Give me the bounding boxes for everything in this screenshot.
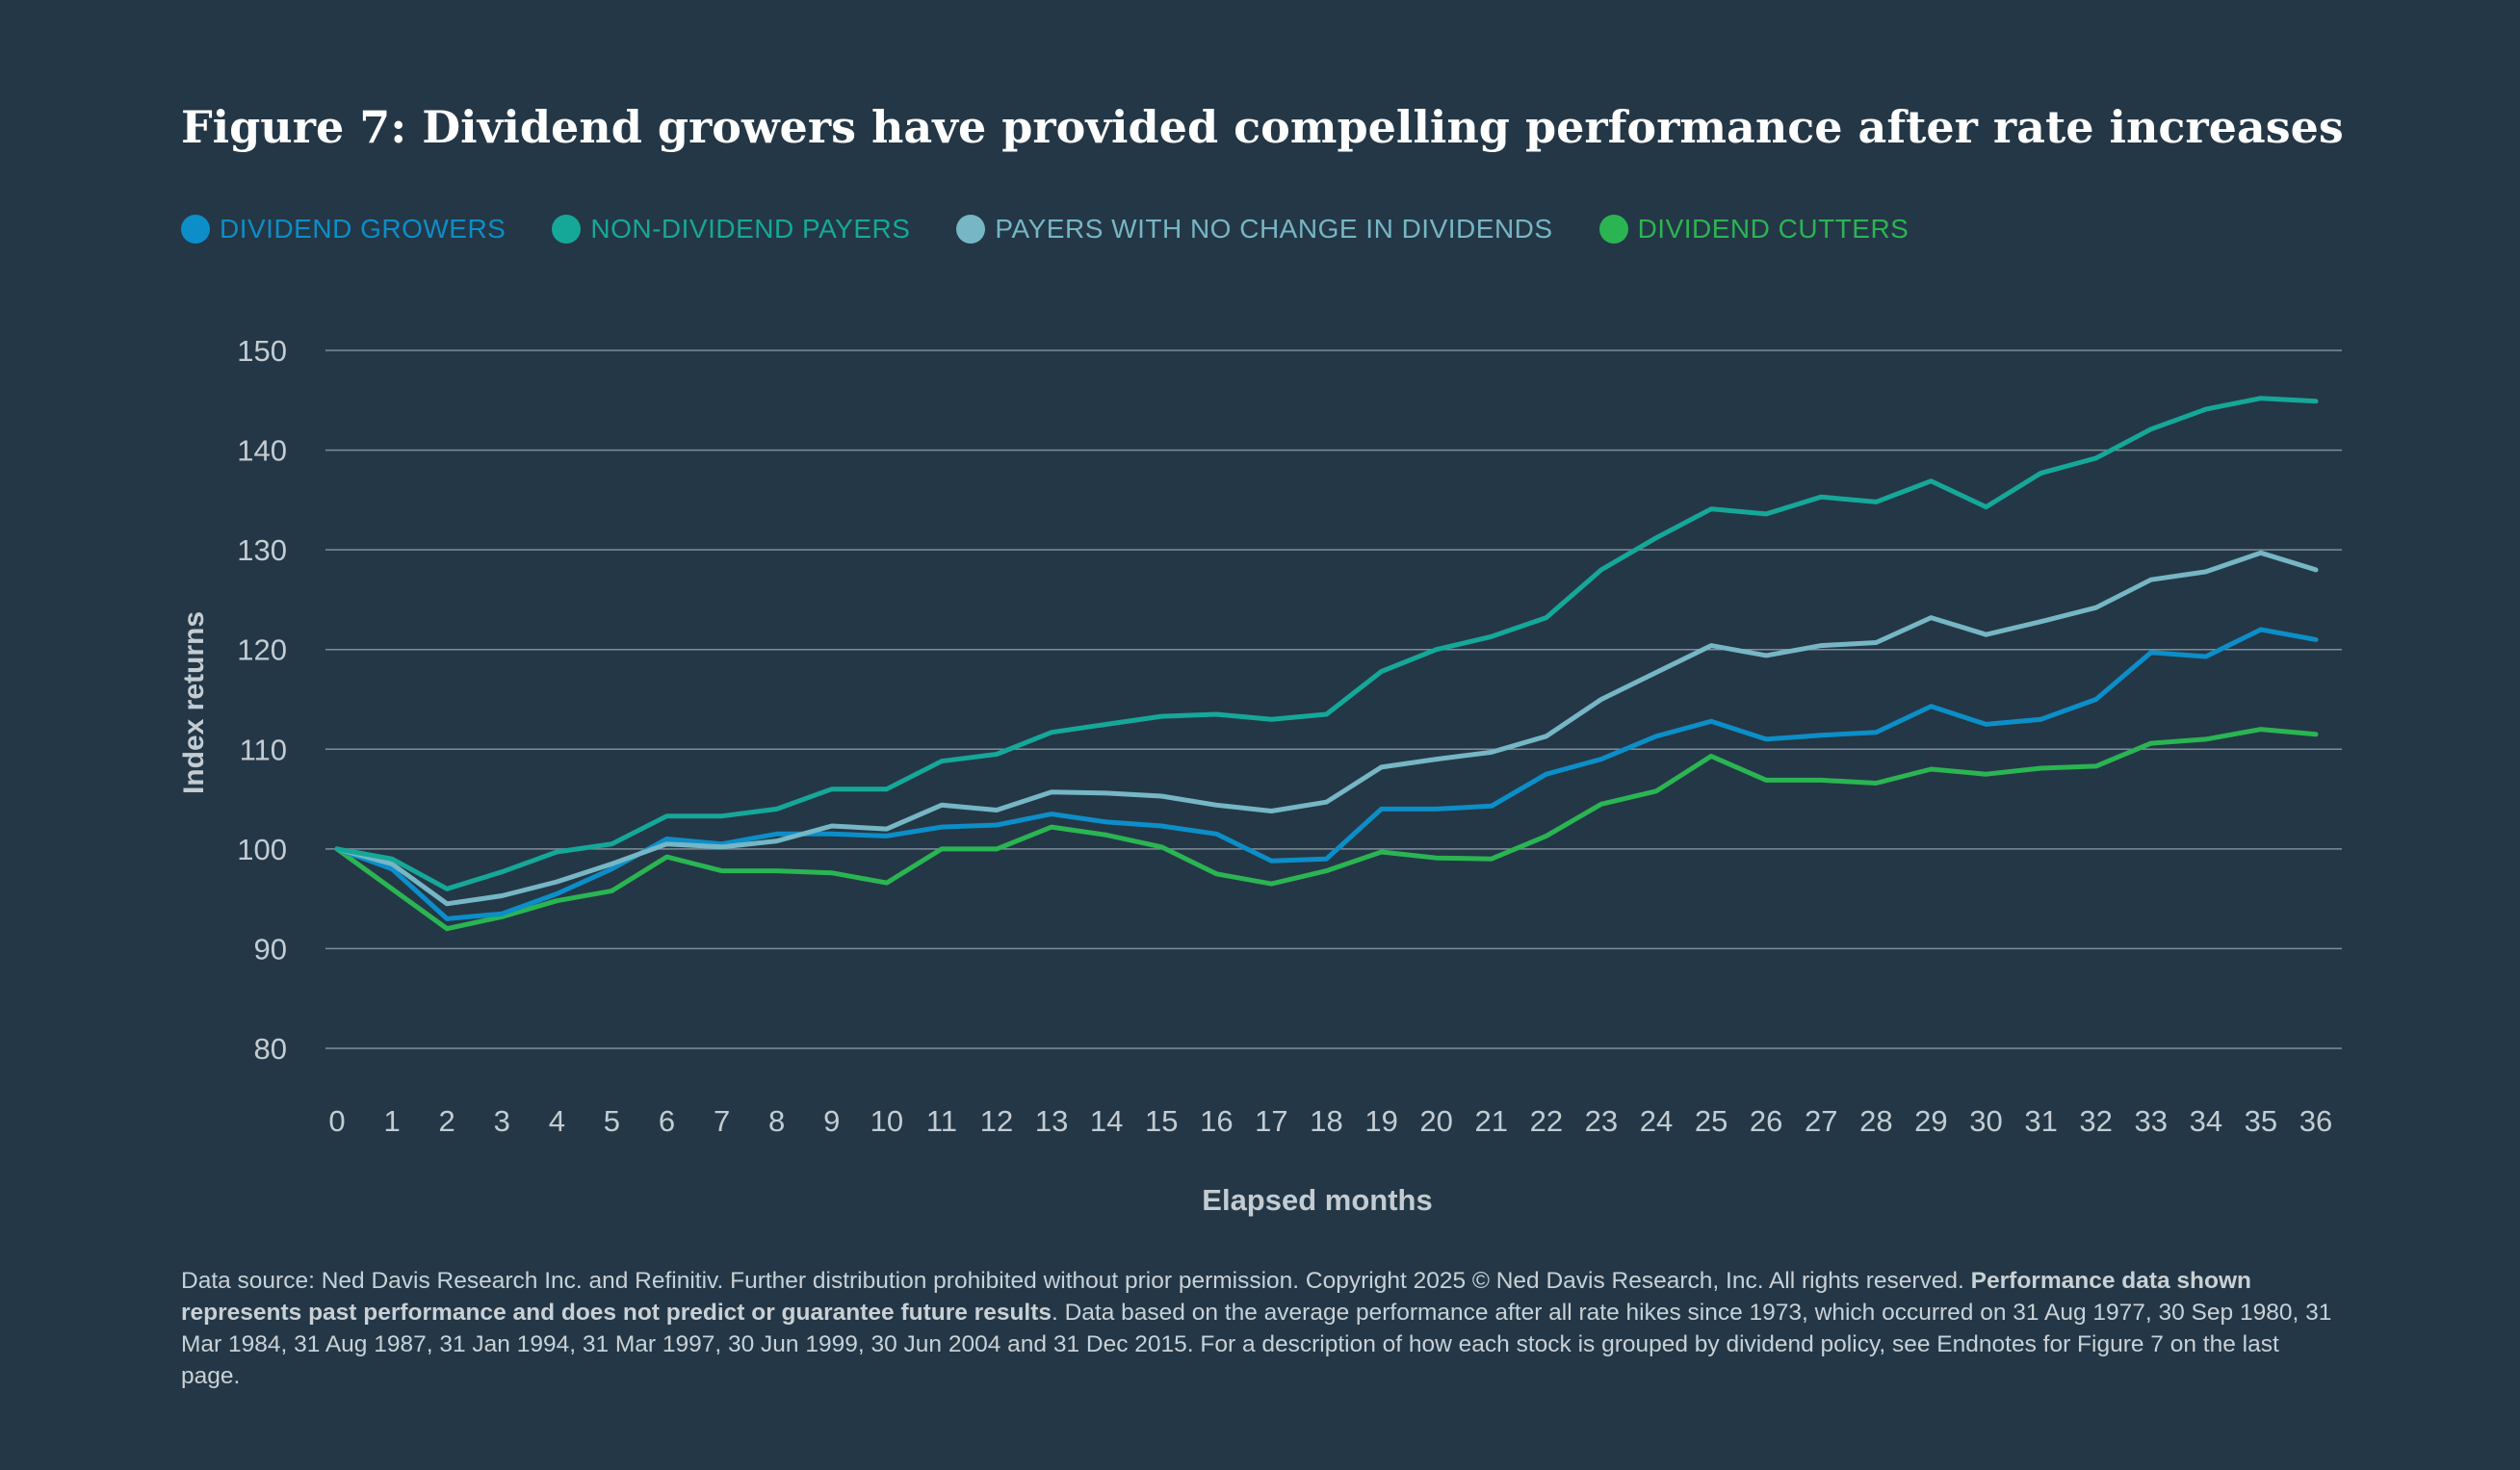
x-tick-label: 7 [714, 1104, 730, 1138]
x-tick-label: 26 [1750, 1104, 1782, 1138]
x-tick-label: 11 [926, 1104, 957, 1138]
y-tick-label: 150 [237, 334, 287, 368]
y-axis-ticks: 80 90 100 110 120 130 140 150 [237, 334, 287, 1066]
x-tick-label: 25 [1695, 1104, 1728, 1138]
x-tick-label: 16 [1200, 1104, 1233, 1138]
legend-label: DIVIDEND CUTTERS [1637, 214, 1909, 244]
x-tick-label: 13 [1035, 1104, 1068, 1138]
y-tick-label: 140 [237, 434, 287, 468]
legend-label: PAYERS WITH NO CHANGE IN DIVIDENDS [995, 214, 1553, 244]
x-tick-label: 6 [659, 1104, 675, 1138]
y-axis-label: Index returns [178, 611, 210, 794]
x-tick-label: 29 [1914, 1104, 1947, 1138]
x-tick-label: 23 [1585, 1104, 1618, 1138]
x-tick-label: 15 [1145, 1104, 1178, 1138]
x-tick-label: 27 [1805, 1104, 1837, 1138]
y-tick-label: 110 [240, 733, 287, 766]
legend-dot-icon [552, 215, 582, 244]
series-line-non-dividend-payers [334, 396, 2319, 891]
x-tick-label: 34 [2190, 1104, 2222, 1138]
x-tick-label: 19 [1364, 1104, 1397, 1138]
series-line-dividend-cutters [334, 727, 2319, 932]
x-tick-label: 22 [1530, 1104, 1563, 1138]
x-tick-label: 17 [1255, 1104, 1287, 1138]
x-tick-label: 24 [1640, 1104, 1673, 1138]
gridlines [325, 349, 2342, 1049]
x-tick-label: 18 [1310, 1104, 1342, 1138]
series-line-dividend-growers [334, 627, 2319, 921]
x-tick-label: 20 [1419, 1104, 1452, 1138]
y-tick-label: 120 [237, 633, 287, 667]
x-tick-label: 31 [2024, 1104, 2057, 1138]
x-tick-label: 32 [2079, 1104, 2112, 1138]
chart-title: Figure 7: Dividend growers have provided… [181, 101, 2344, 153]
y-tick-label: 130 [237, 533, 287, 567]
x-tick-label: 8 [768, 1104, 785, 1138]
x-tick-label: 33 [2135, 1104, 2168, 1138]
x-tick-label: 4 [549, 1104, 565, 1138]
legend-label: NON-DIVIDEND PAYERS [590, 214, 911, 244]
x-tick-label: 14 [1090, 1104, 1123, 1138]
y-tick-label: 100 [237, 833, 287, 866]
legend-item-dividend-cutters: DIVIDEND CUTTERS [1598, 214, 1909, 245]
x-tick-label: 9 [823, 1104, 840, 1138]
legend-dot-icon [956, 215, 986, 244]
legend-dot-icon [1598, 215, 1628, 244]
x-tick-label: 36 [2299, 1104, 2332, 1138]
x-tick-label: 12 [980, 1104, 1013, 1138]
x-tick-label: 35 [2245, 1104, 2277, 1138]
y-tick-label: 90 [254, 932, 287, 966]
x-tick-label: 10 [870, 1104, 903, 1138]
series-line-payers-with-no-change-in-dividends [334, 550, 2319, 907]
footnote-text-rest: . Data based on the average performance … [181, 1300, 2332, 1389]
legend-label: DIVIDEND GROWERS [220, 214, 507, 244]
x-axis-label: Elapsed months [1202, 1183, 1432, 1217]
legend-dot-icon [181, 215, 210, 244]
series-lines [334, 396, 2319, 932]
x-tick-label: 5 [604, 1104, 620, 1138]
x-tick-label: 30 [1969, 1104, 2002, 1138]
footnote-text: Data source: Ned Davis Research Inc. and… [181, 1268, 1971, 1294]
legend-item-non-dividend-payers: NON-DIVIDEND PAYERS [552, 214, 910, 245]
legend: DIVIDEND GROWERS NON-DIVIDEND PAYERS PAY… [181, 214, 1909, 245]
x-tick-label: 1 [383, 1104, 400, 1138]
x-axis-ticks: 0 1 2 3 4 5 6 7 8 9 10 11 12 13 14 15 16 17 18 19 20 21 22 23 24… [328, 1104, 2332, 1138]
y-tick-label: 80 [254, 1032, 287, 1066]
x-tick-label: 21 [1475, 1104, 1508, 1138]
x-tick-label: 28 [1859, 1104, 1892, 1138]
x-tick-label: 0 [328, 1104, 345, 1138]
footnote-disclaimer: Performance data shown represents past p… [181, 1268, 2252, 1326]
footnote: Data source: Ned Davis Research Inc. and… [181, 1265, 2338, 1392]
x-tick-label: 2 [439, 1104, 455, 1138]
x-tick-label: 3 [494, 1104, 510, 1138]
legend-item-dividend-growers: DIVIDEND GROWERS [181, 214, 506, 245]
legend-item-no-change-payers: PAYERS WITH NO CHANGE IN DIVIDENDS [956, 214, 1552, 245]
